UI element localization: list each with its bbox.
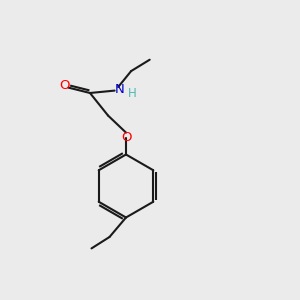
Text: H: H xyxy=(128,87,136,100)
Text: O: O xyxy=(60,79,70,92)
Text: O: O xyxy=(121,131,131,144)
Text: N: N xyxy=(115,83,125,96)
